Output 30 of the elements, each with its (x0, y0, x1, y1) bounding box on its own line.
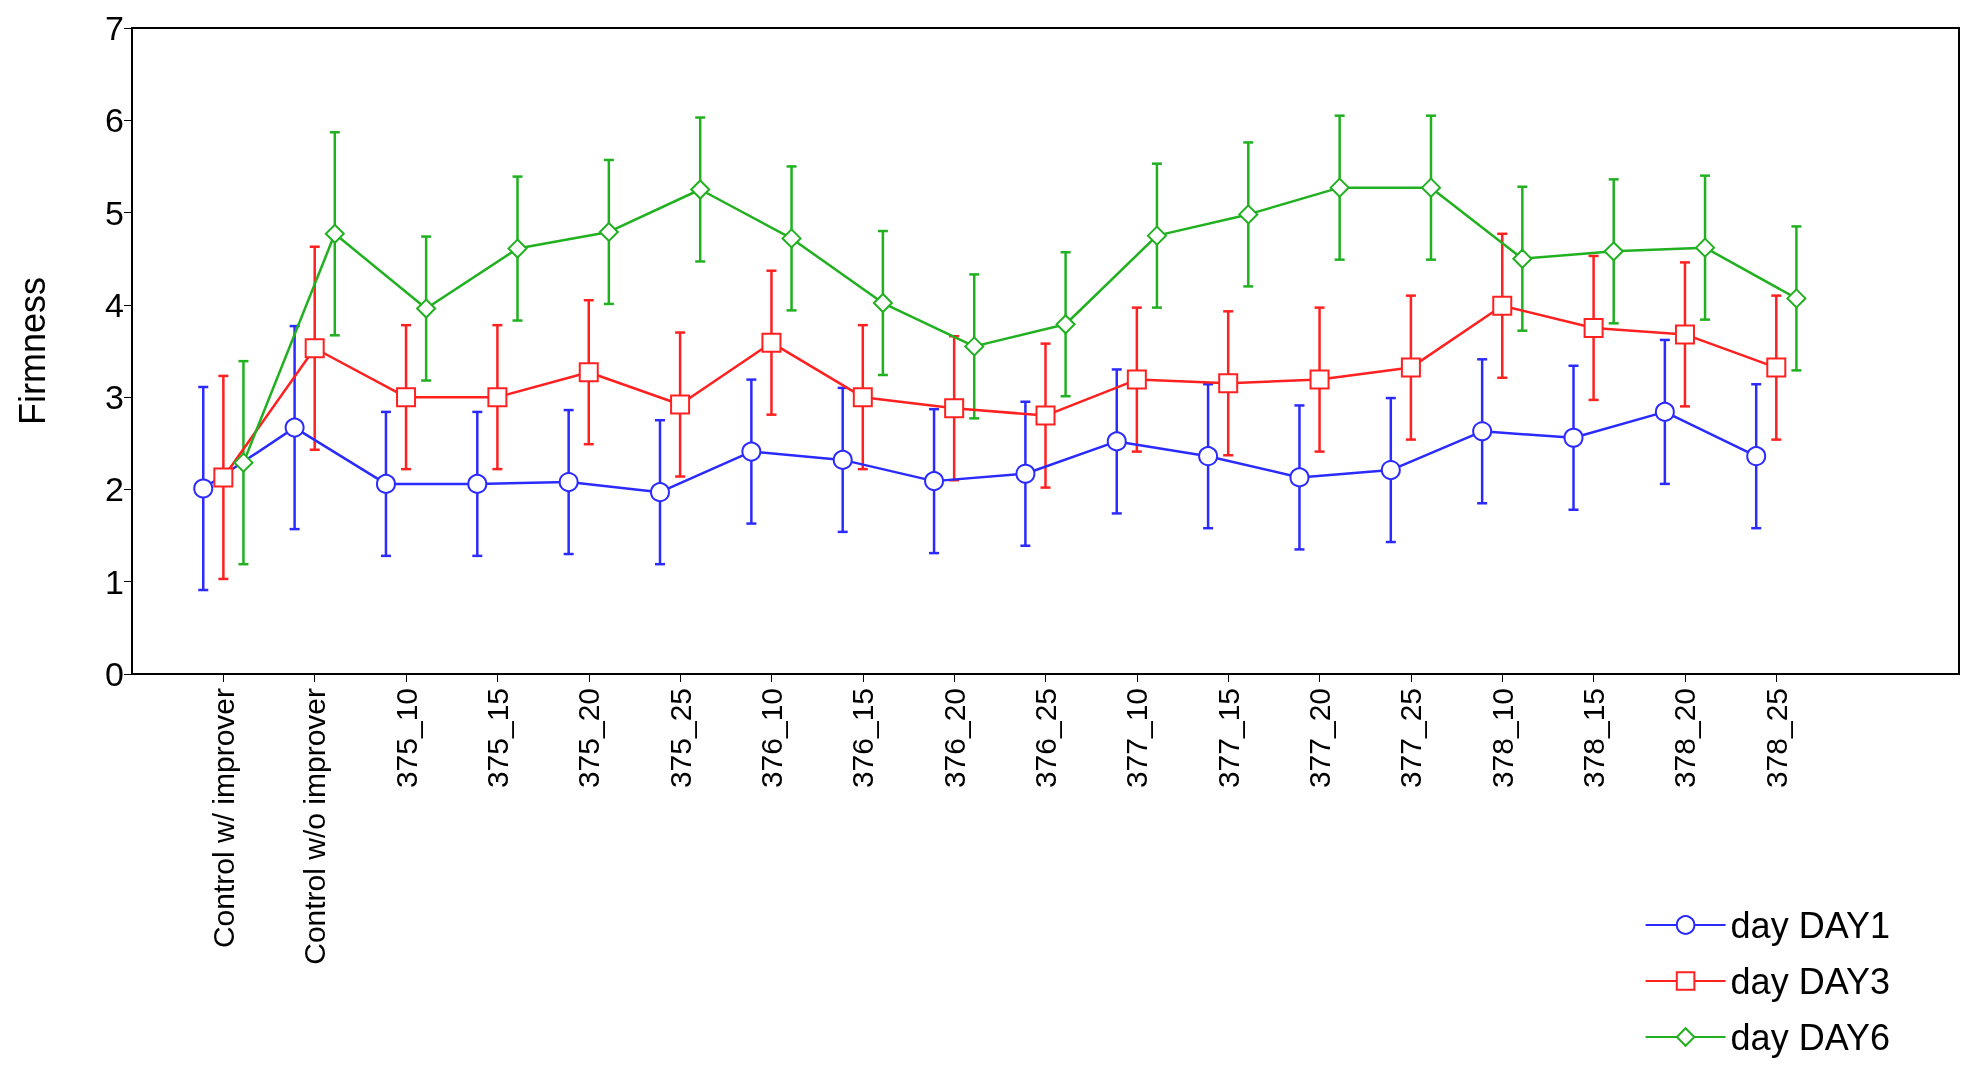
x-tick-label: 376_10 (754, 688, 788, 789)
y-tick-label: 4 (105, 285, 124, 324)
x-tick-label: 378_20 (1668, 688, 1702, 789)
legend-label: day DAY1 (1730, 904, 1891, 946)
y-tick-label: 2 (105, 470, 124, 509)
y-tick-label: 3 (105, 378, 124, 417)
x-tick-label: 376_20 (937, 688, 971, 789)
x-tick-label: 375_25 (663, 688, 697, 789)
legend-label: day DAY6 (1730, 1016, 1891, 1058)
y-tick-label: 7 (105, 9, 124, 47)
x-tick-label: 376_25 (1029, 688, 1062, 789)
x-tick-label: 375_15 (480, 688, 514, 789)
x-tick-label: 378_15 (1577, 688, 1611, 789)
x-tick-label: Control w/ improver (206, 688, 240, 949)
x-tick-label: Control w/o improver (298, 688, 332, 965)
x-tick-label: 378_25 (1759, 688, 1793, 789)
x-tick-label: 376_15 (846, 688, 880, 789)
x-tick-label: 377_20 (1303, 688, 1337, 789)
y-tick-label: 0 (105, 655, 124, 693)
y-tick-label: 5 (105, 193, 124, 232)
y-tick-label: 1 (105, 562, 124, 601)
x-tick-label: 377_25 (1394, 688, 1428, 789)
x-tick-label: 375_10 (389, 688, 423, 789)
y-tick-label: 6 (105, 101, 124, 140)
x-tick-label: 375_20 (572, 688, 606, 789)
y-axis-title: Firmness (11, 276, 53, 426)
x-tick-label: 377_10 (1120, 688, 1154, 789)
x-tick-label: 378_10 (1485, 688, 1519, 789)
legend-label: day DAY3 (1730, 960, 1891, 1002)
x-tick-label: 377_15 (1211, 688, 1245, 789)
